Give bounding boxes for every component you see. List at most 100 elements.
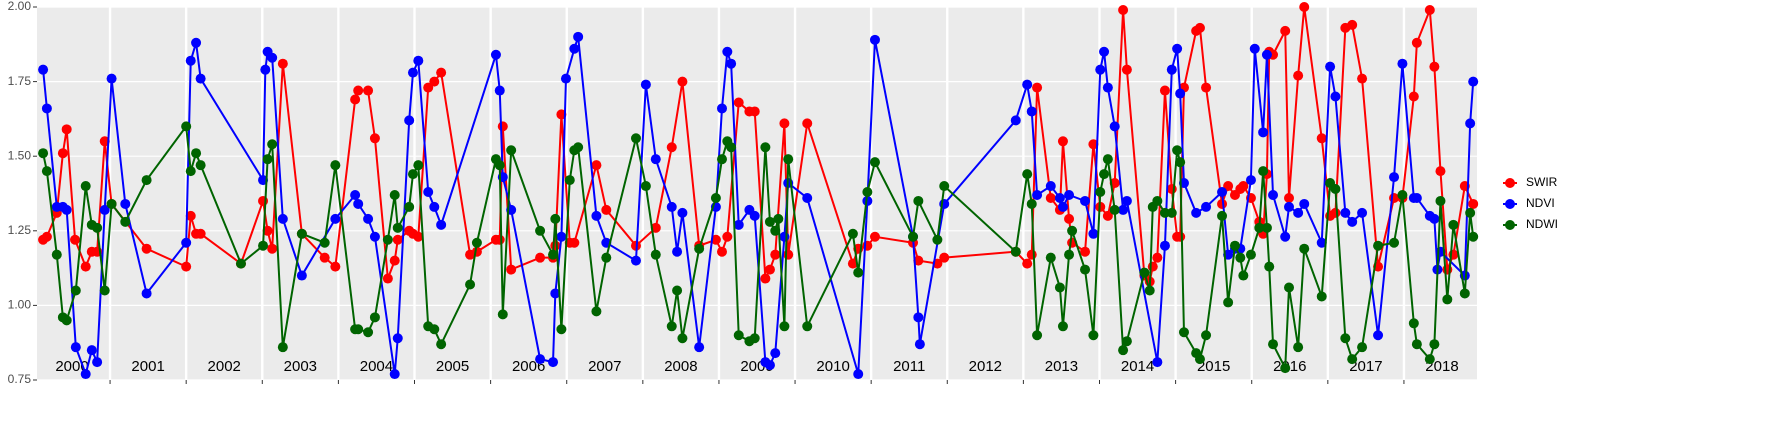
point (869, 231, 880, 242)
point (319, 252, 330, 263)
point (195, 228, 206, 239)
point (1057, 136, 1068, 147)
year-label: 2001 (131, 358, 164, 375)
point (1424, 4, 1435, 15)
point (913, 312, 924, 323)
point (1166, 184, 1177, 195)
point (1172, 43, 1183, 54)
point (760, 142, 771, 153)
point (1238, 270, 1249, 281)
point (1357, 207, 1368, 218)
point (591, 210, 602, 221)
point (640, 79, 651, 90)
point (1249, 43, 1260, 54)
point (1316, 291, 1327, 302)
point (277, 342, 288, 353)
point (1435, 195, 1446, 206)
point (847, 228, 858, 239)
point (677, 333, 688, 344)
point (601, 204, 612, 215)
point (749, 210, 760, 221)
point (710, 192, 721, 203)
y-tick-label: 1.25 (8, 223, 32, 237)
point (413, 231, 424, 242)
point (783, 249, 794, 260)
point (1284, 192, 1295, 203)
legend-label: NDWI (1526, 217, 1558, 231)
point (1293, 342, 1304, 353)
point (1121, 336, 1132, 347)
point (1152, 195, 1163, 206)
point (1325, 61, 1336, 72)
point (389, 255, 400, 266)
point (1139, 267, 1150, 278)
point (802, 192, 813, 203)
point (1268, 189, 1279, 200)
point (548, 249, 559, 260)
point (939, 252, 950, 263)
point (1373, 330, 1384, 341)
point (1254, 222, 1265, 233)
point (185, 166, 196, 177)
point (869, 157, 880, 168)
point (296, 270, 307, 281)
point (141, 288, 152, 299)
point (1045, 192, 1056, 203)
point (490, 49, 501, 60)
point (392, 234, 403, 245)
legend-key (1505, 178, 1515, 188)
point (1299, 2, 1310, 12)
point (1411, 37, 1422, 48)
point (1102, 82, 1113, 93)
point (1159, 85, 1170, 96)
point (1245, 175, 1256, 186)
point (1465, 118, 1476, 129)
point (716, 103, 727, 114)
point (296, 228, 307, 239)
point (650, 222, 661, 233)
point (471, 237, 482, 248)
point (1293, 207, 1304, 218)
point (99, 285, 110, 296)
point (1026, 106, 1037, 117)
year-label: 2005 (436, 358, 469, 375)
point (550, 213, 561, 224)
point (694, 243, 705, 254)
point (413, 160, 424, 171)
point (760, 273, 771, 284)
point (1442, 294, 1453, 305)
point (41, 166, 52, 177)
year-label: 2012 (969, 358, 1002, 375)
point (1118, 204, 1129, 215)
y-tick-label: 1.75 (8, 74, 32, 88)
point (404, 115, 415, 126)
point (369, 312, 380, 323)
point (779, 118, 790, 129)
point (1064, 249, 1075, 260)
point (869, 34, 880, 45)
point (802, 321, 813, 332)
point (70, 285, 81, 296)
point (1109, 204, 1120, 215)
point (573, 142, 584, 153)
point (1022, 169, 1033, 180)
point (1330, 91, 1341, 102)
point (733, 219, 744, 230)
point (1054, 192, 1065, 203)
point (1411, 192, 1422, 203)
point (38, 64, 49, 75)
point (1429, 213, 1440, 224)
point (319, 237, 330, 248)
point (181, 121, 192, 132)
point (630, 133, 641, 144)
point (1057, 321, 1068, 332)
point (1429, 339, 1440, 350)
point (1264, 261, 1275, 272)
point (1465, 207, 1476, 218)
year-label: 2007 (588, 358, 621, 375)
point (404, 201, 415, 212)
point (677, 207, 688, 218)
year-label: 2002 (208, 358, 241, 375)
year-label: 2014 (1121, 358, 1154, 375)
